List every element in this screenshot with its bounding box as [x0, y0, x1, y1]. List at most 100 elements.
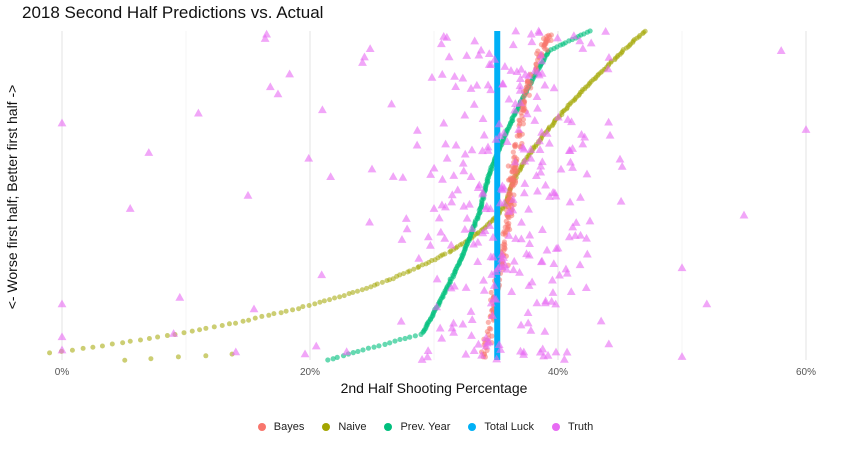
bayes-point: [488, 289, 494, 296]
naive-point: [411, 266, 417, 272]
x-tick-label: 0%: [55, 367, 70, 378]
truth-point: [484, 49, 494, 58]
truth-point: [470, 36, 480, 45]
truth-point: [801, 125, 811, 133]
truth-point: [577, 129, 586, 138]
truth-point: [488, 311, 497, 319]
truth-point: [483, 142, 493, 151]
truth-point: [527, 277, 537, 286]
prev-year-point: [392, 338, 398, 344]
truth-point: [396, 316, 406, 325]
truth-point: [365, 217, 374, 226]
truth-point: [526, 145, 536, 153]
truth-point: [467, 331, 476, 339]
truth-point: [425, 240, 435, 249]
truth-point: [504, 231, 514, 239]
naive-point: [283, 308, 289, 314]
naive-point: [80, 345, 86, 351]
truth-point: [459, 201, 469, 210]
truth-point: [194, 108, 203, 117]
bayes-point: [503, 229, 509, 235]
truth-point: [524, 71, 534, 80]
truth-point: [432, 302, 442, 311]
truth-point: [578, 44, 588, 52]
truth-point: [465, 199, 474, 208]
truth-point: [57, 118, 67, 127]
truth-point: [460, 149, 470, 158]
truth-point: [551, 299, 561, 308]
truth-point: [451, 140, 461, 149]
truth-point: [469, 346, 479, 355]
truth-point: [516, 320, 526, 329]
truth-point: [459, 166, 469, 175]
truth-point: [461, 283, 471, 291]
naive-point: [122, 357, 128, 363]
prev-year-point: [587, 28, 593, 34]
truth-point: [544, 138, 554, 147]
truth-point: [231, 347, 241, 356]
truth-point: [519, 188, 529, 197]
bayes-point: [516, 117, 522, 123]
legend-label: Prev. Year: [400, 421, 451, 433]
truth-point: [520, 179, 530, 187]
truth-point: [565, 197, 575, 206]
naive-point: [47, 350, 53, 356]
naive-point: [203, 353, 209, 359]
truth-point: [486, 85, 496, 94]
bayes-point: [517, 133, 523, 139]
truth-point: [511, 234, 521, 242]
truth-point: [311, 341, 321, 350]
legend-item: Naive: [322, 421, 366, 433]
truth-point: [367, 164, 377, 173]
naive-point: [350, 289, 356, 295]
naive-point: [368, 284, 374, 290]
truth-point: [260, 34, 270, 42]
truth-point: [616, 196, 626, 205]
truth-point: [401, 214, 411, 222]
truth-point: [437, 69, 447, 78]
truth-point: [516, 98, 525, 107]
bayes-point: [512, 178, 519, 184]
prev-year-point: [412, 333, 418, 339]
truth-point: [466, 172, 476, 181]
naive-point: [252, 315, 258, 321]
prev-year-point: [350, 350, 356, 356]
truth-point: [532, 92, 542, 101]
truth-point: [489, 293, 499, 302]
truth-point: [482, 201, 492, 210]
truth-point: [437, 333, 447, 342]
truth-point: [601, 26, 611, 35]
truth-point: [360, 52, 369, 61]
truth-point: [516, 234, 526, 243]
bayes-point: [544, 47, 550, 53]
truth-point: [515, 85, 525, 94]
naive-point: [346, 291, 352, 297]
truth-point: [585, 216, 595, 225]
truth-point: [548, 275, 557, 284]
prev-year-point: [371, 344, 377, 350]
truth-point: [578, 139, 588, 148]
truth-point: [492, 354, 502, 363]
bayes-point: [485, 319, 491, 325]
naive-point: [290, 307, 296, 313]
truth-point: [526, 325, 536, 334]
prev-year-point: [402, 335, 408, 342]
x-tick-label: 40%: [548, 367, 568, 378]
truth-point: [498, 79, 507, 88]
bayes-point: [535, 48, 541, 54]
truth-point: [568, 222, 578, 231]
naive-point: [137, 337, 143, 343]
truth-point: [426, 170, 436, 178]
truth-point: [562, 268, 572, 277]
truth-point: [522, 109, 532, 118]
truth-point: [358, 58, 367, 66]
truth-point: [477, 350, 486, 359]
truth-point: [439, 32, 449, 40]
naive-point: [332, 295, 338, 301]
truth-point: [486, 204, 495, 213]
naive-point: [397, 272, 403, 278]
naive-point: [99, 343, 105, 349]
truth-point: [545, 192, 554, 200]
truth-point: [615, 154, 625, 163]
truth-point: [561, 264, 571, 273]
